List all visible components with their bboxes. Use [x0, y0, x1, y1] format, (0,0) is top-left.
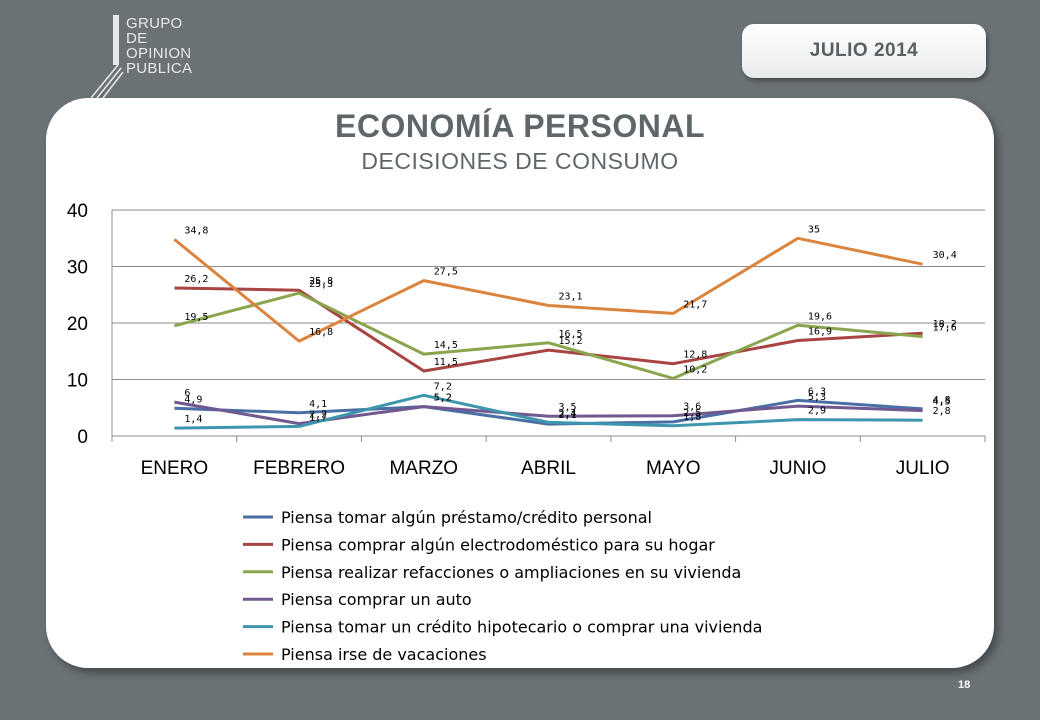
data-label: 14,5	[434, 340, 458, 351]
series-line	[173, 236, 923, 343]
data-label: 2,5	[683, 408, 701, 419]
x-tick-label: MARZO	[389, 458, 458, 479]
series-line	[174, 398, 923, 426]
data-label: 5,2	[434, 393, 452, 404]
y-tick-label: 0	[77, 427, 88, 448]
logo-text: GRUPO DE OPINION PUBLICA	[126, 16, 192, 76]
data-label: 19,6	[808, 311, 832, 322]
data-label: 12,8	[683, 350, 707, 361]
x-tick-label: ENERO	[141, 458, 209, 479]
data-label: 27,5	[434, 267, 458, 278]
series-line	[174, 291, 923, 380]
data-label: 4,5	[933, 397, 951, 408]
logo-line: PUBLICA	[126, 60, 193, 77]
logo-graphic	[90, 15, 124, 99]
data-label: 10,2	[683, 364, 707, 375]
logo-line: DE	[126, 30, 148, 47]
data-label: 3,6	[683, 402, 701, 413]
legend-label: Piensa tomar algún préstamo/crédito pers…	[281, 508, 652, 527]
data-label: 16,9	[808, 327, 832, 338]
page-number: 18	[958, 679, 971, 691]
data-label: 1,4	[184, 414, 202, 425]
data-label: 1,7	[309, 412, 327, 423]
data-label: 25,8	[309, 276, 333, 287]
data-label: 30,4	[933, 250, 957, 261]
page-subtitle: DECISIONES DE CONSUMO	[361, 148, 679, 174]
x-tick-label: FEBRERO	[253, 458, 345, 479]
data-label: 15,2	[559, 336, 583, 347]
data-label: 4,8	[933, 395, 951, 406]
data-label: 34,8	[184, 225, 208, 236]
data-label: 18,2	[933, 319, 957, 330]
data-label: 17,6	[933, 323, 957, 334]
date-label: JULIO 2014	[809, 40, 919, 61]
x-tick-label: ABRIL	[521, 458, 576, 479]
data-label: 3,5	[559, 402, 577, 413]
data-label: 23,1	[559, 291, 583, 302]
data-label: 16,8	[309, 327, 333, 338]
series-line	[174, 286, 923, 373]
y-tick-label: 40	[67, 201, 88, 222]
data-label: 4,9	[184, 394, 202, 405]
data-label: 2,8	[933, 406, 951, 417]
data-label: 6,3	[808, 386, 826, 397]
data-label: 5,3	[808, 392, 826, 403]
data-label: 2,4	[559, 408, 577, 419]
data-label: 1,8	[683, 412, 701, 423]
legend-label: Piensa realizar refacciones o ampliacion…	[281, 563, 741, 582]
data-label: 7,2	[434, 381, 452, 392]
y-tick-label: 30	[67, 258, 88, 279]
y-tick-label: 10	[67, 371, 88, 392]
data-label: 16,5	[559, 329, 583, 340]
series-line	[174, 400, 923, 426]
legend-label: Piensa comprar un auto	[281, 590, 472, 609]
logo-line: GRUPO	[126, 15, 183, 32]
data-label: 6	[184, 388, 190, 399]
date-badge: JULIO 2014	[742, 24, 986, 78]
data-label: 2,2	[309, 410, 327, 421]
x-tick-label: JULIO	[896, 458, 950, 479]
legend-label: Piensa irse de vacaciones	[281, 645, 487, 664]
content-card	[46, 98, 994, 668]
data-label: 26,2	[184, 274, 208, 285]
data-label: 25,3	[309, 279, 333, 290]
x-tick-label: MAYO	[646, 458, 701, 479]
legend-label: Piensa tomar un crédito hipotecario o co…	[281, 618, 762, 637]
data-label: 2,9	[808, 406, 826, 417]
page-title: ECONOMÍA PERSONAL	[335, 108, 705, 144]
x-tick-label: JUNIO	[769, 458, 826, 479]
series-line	[174, 393, 923, 430]
data-label: 19,5	[184, 312, 208, 323]
data-label: 2,1	[559, 410, 577, 421]
data-label: 11,5	[434, 357, 458, 368]
data-label: 4,1	[309, 399, 327, 410]
logo-line: OPINION	[126, 45, 192, 62]
legend-label: Piensa comprar algún electrodoméstico pa…	[281, 535, 715, 554]
data-label: 21,7	[683, 299, 707, 310]
data-label: 35	[808, 224, 820, 235]
y-tick-label: 20	[67, 314, 88, 335]
data-label: 5,2	[434, 393, 452, 404]
